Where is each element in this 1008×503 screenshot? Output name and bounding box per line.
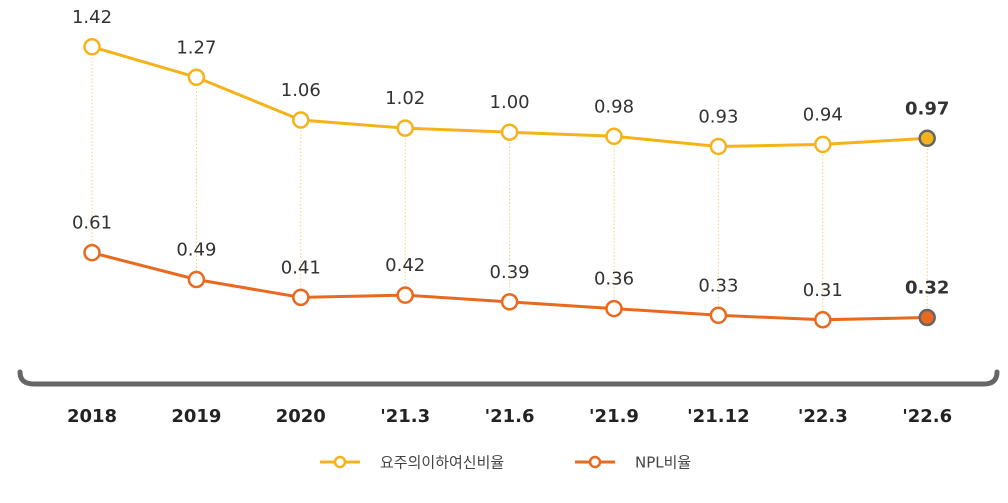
data-point	[396, 286, 414, 304]
data-label: 0.32	[905, 278, 949, 299]
x-tick-label: '22.3	[798, 406, 848, 427]
x-tick-label: '21.6	[485, 406, 535, 427]
data-label: 0.31	[803, 280, 843, 301]
data-point	[918, 308, 936, 327]
data-point	[500, 123, 519, 141]
data-label: 0.42	[385, 255, 425, 276]
x-tick-label: 2019	[171, 406, 221, 427]
data-label: 0.33	[698, 275, 738, 296]
data-point	[292, 111, 310, 129]
data-point	[83, 38, 101, 56]
data-point	[187, 270, 206, 289]
data-label: 0.98	[594, 96, 634, 117]
data-label: 0.49	[176, 240, 216, 261]
data-label: 0.36	[594, 269, 634, 290]
data-point	[605, 299, 623, 318]
x-tick-label: 2020	[276, 406, 326, 427]
data-label: 0.41	[281, 257, 321, 278]
data-point	[814, 135, 832, 154]
data-point	[918, 129, 936, 148]
data-label: 0.39	[490, 262, 530, 283]
data-label: 0.61	[72, 213, 112, 234]
data-label: 0.93	[698, 106, 738, 127]
data-point	[814, 311, 832, 329]
x-tick-label: '22.6	[902, 406, 952, 427]
data-point	[709, 306, 728, 325]
data-point	[83, 243, 101, 262]
data-label: 1.00	[490, 92, 530, 113]
legend-marker	[588, 455, 602, 469]
data-point	[709, 137, 728, 156]
data-label: 1.27	[176, 37, 216, 58]
legend-label: NPL비율	[635, 454, 691, 472]
legend-marker	[333, 455, 347, 469]
data-label: 0.97	[905, 98, 949, 119]
data-label: 1.02	[385, 88, 425, 109]
data-point	[605, 127, 623, 146]
data-point	[292, 288, 310, 307]
x-tick-label: '21.12	[687, 406, 749, 427]
data-label: 1.06	[281, 80, 321, 101]
x-tick-label: '21.9	[589, 406, 639, 427]
data-point	[187, 68, 206, 87]
x-tick-label: '21.3	[380, 406, 430, 427]
data-label: 0.94	[803, 104, 843, 125]
data-point	[396, 119, 414, 137]
bracket	[17, 369, 1000, 387]
x-tick-label: 2018	[67, 406, 117, 427]
legend-label: 요주의이하여신비율	[380, 454, 504, 472]
data-label: 1.42	[72, 7, 112, 28]
data-point	[500, 293, 519, 311]
